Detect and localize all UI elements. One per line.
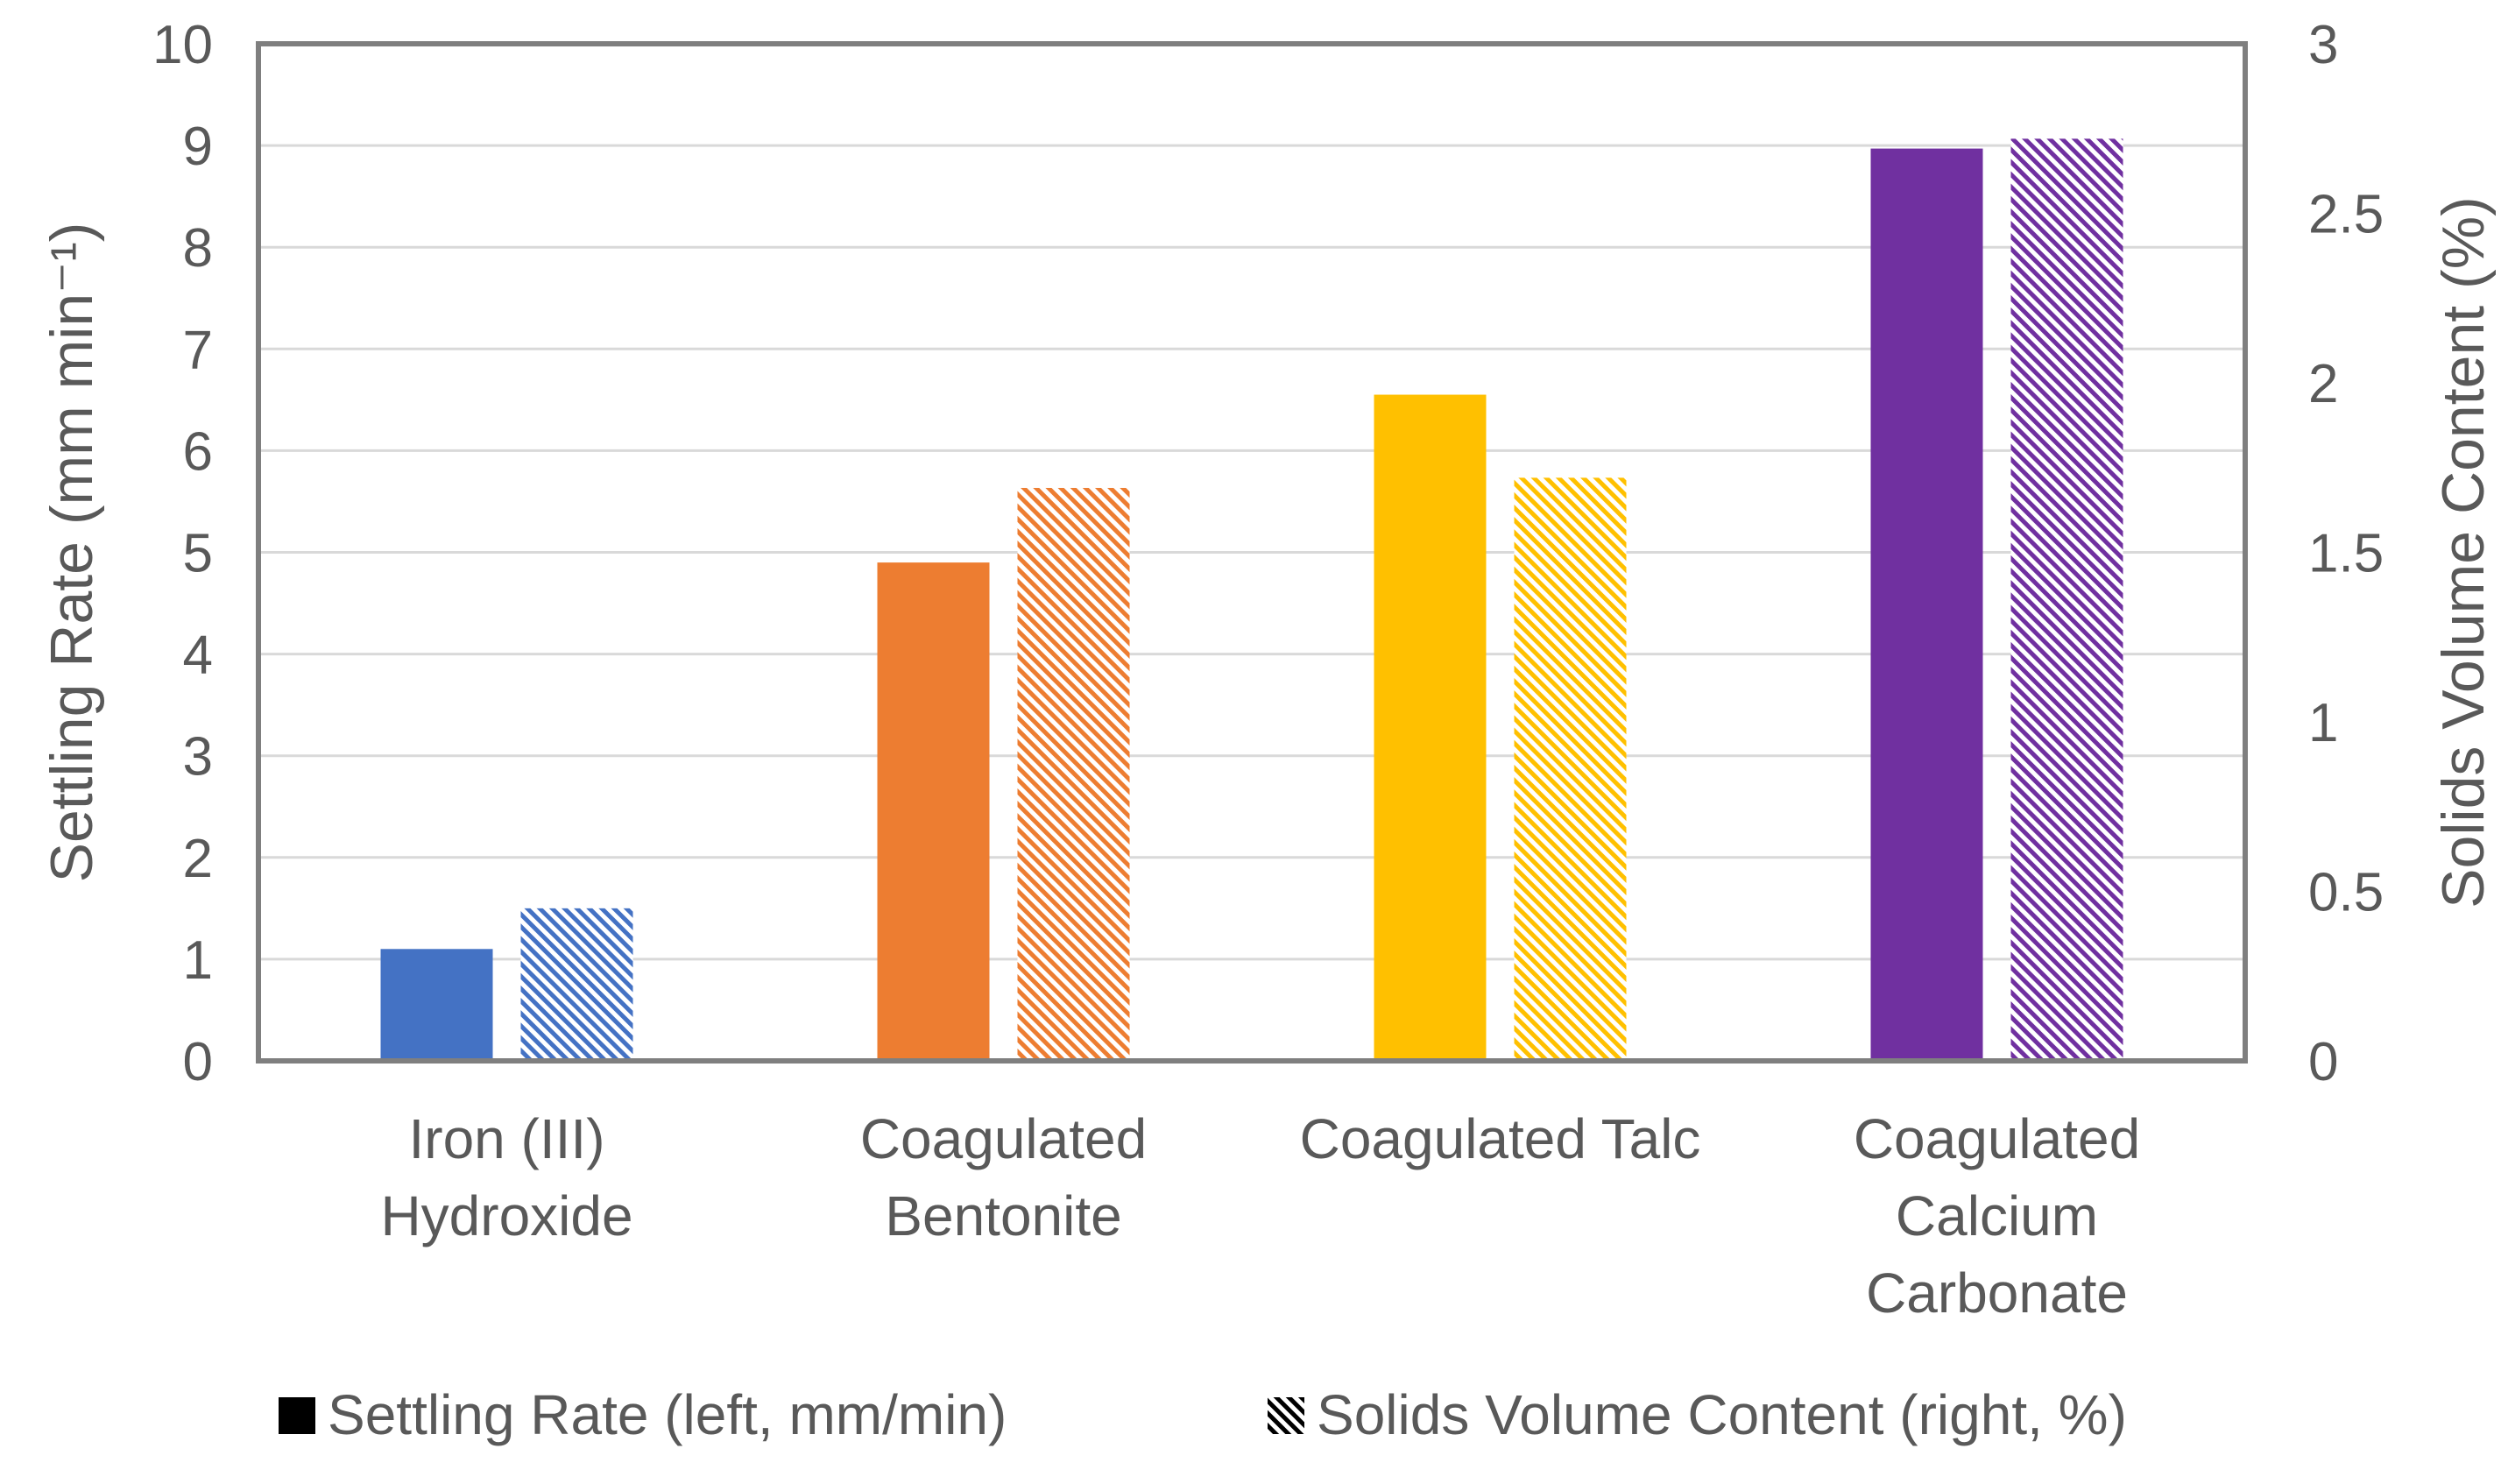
- category-label: Calcium: [1896, 1184, 2098, 1247]
- legend: Settling Rate (left, mm/min) Solids Volum…: [279, 1383, 2127, 1446]
- category-label: Coagulated: [860, 1107, 1147, 1170]
- ytick-left-label: 1: [183, 930, 213, 991]
- grid-lines: [258, 144, 2245, 961]
- category-label: Coagulated: [1854, 1107, 2140, 1170]
- ytick-right-label: 1.5: [2308, 524, 2384, 584]
- category-labels: Iron (III) Hydroxide Coagulated Bentonite Co…: [380, 1107, 2140, 1325]
- ytick-left-label: 10: [152, 15, 213, 75]
- bar-settling-rate: [380, 949, 493, 1061]
- legend-label-solids-volume: Solids Volume Content (right, %): [1317, 1383, 2127, 1446]
- ylabel-right: Solids Volume Content (%): [2430, 196, 2497, 908]
- category-label: Hydroxide: [380, 1184, 632, 1247]
- ytick-left-label: 7: [183, 320, 213, 380]
- bar-solids-volume: [1514, 477, 1627, 1061]
- ytick-right-label: 3: [2308, 15, 2338, 75]
- bar-solids-volume: [2010, 138, 2123, 1062]
- plot-frame: [256, 41, 2248, 1064]
- legend-swatch-solid: [279, 1397, 315, 1434]
- ytick-left-label: 8: [183, 218, 213, 279]
- bar-solids-volume: [1017, 487, 1130, 1061]
- ytick-left-label: 0: [183, 1032, 213, 1092]
- category-label: Bentonite: [885, 1184, 1121, 1247]
- axis-labels: Settling Rate (mm min⁻¹) Solids Volume Co…: [39, 196, 2497, 908]
- ytick-right-label: 0: [2308, 1032, 2338, 1092]
- ytick-right-label: 2.5: [2308, 185, 2384, 245]
- bars: [380, 138, 2123, 1062]
- ytick-right-label: 2: [2308, 354, 2338, 414]
- tick-labels: 0 1 2 3 4 5 6 7 8 9 10 0 0.5 1 1.5 2 2.5 3: [152, 15, 2384, 1092]
- ytick-left-label: 2: [183, 829, 213, 889]
- category-label: Coagulated Talc: [1300, 1107, 1701, 1170]
- category-label: Carbonate: [1866, 1261, 2128, 1325]
- bar-solids-volume: [520, 908, 633, 1061]
- ytick-left-label: 3: [183, 727, 213, 788]
- bar-settling-rate: [1374, 394, 1487, 1061]
- category-label: Iron (III): [408, 1107, 604, 1170]
- ytick-left-label: 4: [183, 625, 213, 686]
- legend-swatch-hatched: [1268, 1397, 1304, 1434]
- ytick-left-label: 6: [183, 421, 213, 482]
- ylabel-left: Settling Rate (mm min⁻¹): [39, 223, 105, 883]
- ytick-left-label: 9: [183, 117, 213, 177]
- legend-label-settling-rate: Settling Rate (left, mm/min): [328, 1383, 1007, 1446]
- bar-settling-rate: [877, 562, 990, 1061]
- bar-settling-rate: [1870, 148, 1983, 1061]
- ytick-right-label: 0.5: [2308, 863, 2384, 923]
- ytick-right-label: 1: [2308, 693, 2338, 753]
- ytick-left-label: 5: [183, 524, 213, 584]
- plot-border: [256, 41, 2248, 1064]
